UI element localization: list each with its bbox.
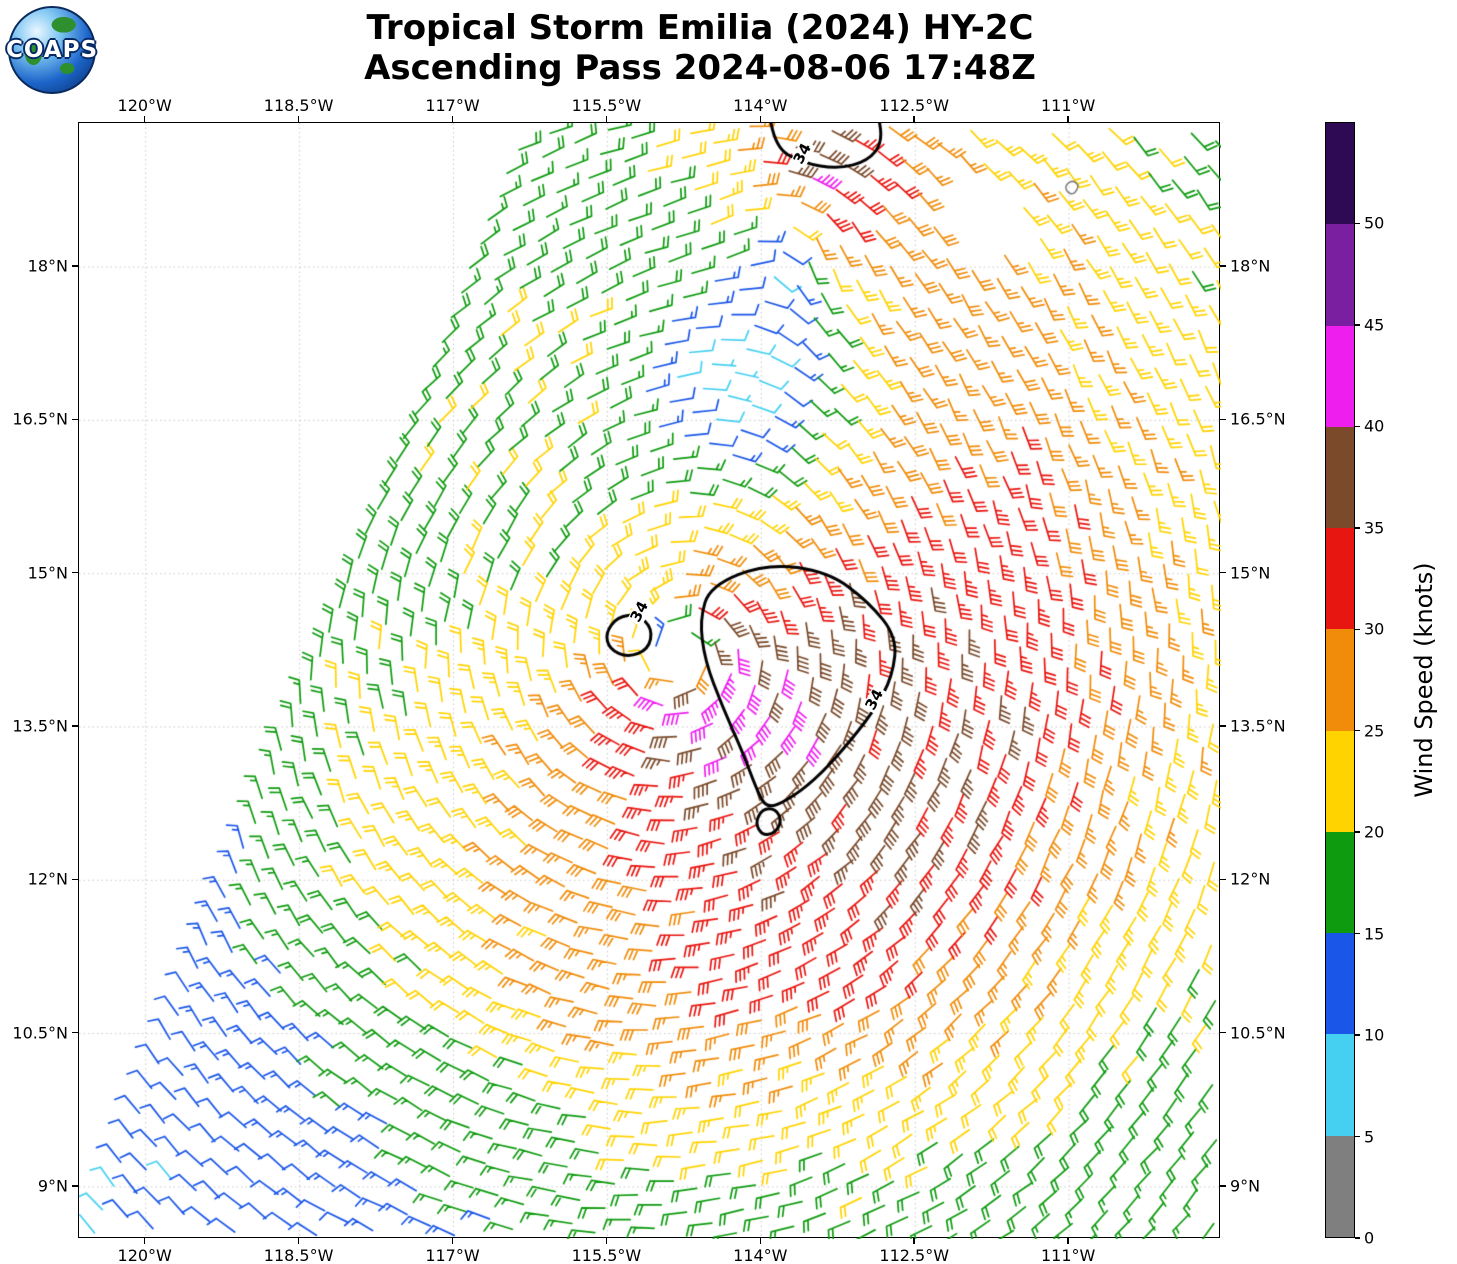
y-tick-label-right: 13.5°N — [1230, 716, 1286, 736]
colorbar-tick-mark — [1355, 1034, 1360, 1036]
y-tick-mark — [72, 265, 78, 267]
colorbar-tick-mark — [1355, 1237, 1360, 1239]
colorbar-tick-label: 35 — [1364, 518, 1385, 538]
colorbar-tick-mark — [1355, 222, 1360, 225]
y-tick-label-left: 18°N — [27, 256, 68, 276]
colorbar-segment — [1326, 730, 1354, 832]
y-tick-label-right: 15°N — [1230, 563, 1271, 583]
x-tick-mark — [297, 116, 300, 122]
y-tick-label-left: 13.5°N — [12, 716, 68, 736]
y-tick-label-left: 9°N — [37, 1176, 68, 1196]
colorbar-segment — [1326, 528, 1354, 630]
y-tick-mark — [1220, 265, 1226, 267]
y-tick-mark — [1220, 878, 1226, 881]
coaps-logo-text: COAPS — [5, 37, 99, 63]
title-line1: Tropical Storm Emilia (2024) HY-2C — [366, 8, 1034, 48]
y-tick-mark — [1220, 725, 1226, 727]
colorbar-segment — [1326, 831, 1354, 934]
colorbar-segment — [1326, 933, 1354, 1035]
figure-title: Tropical Storm Emilia (2024) HY-2C Ascen… — [0, 8, 1400, 88]
y-tick-label-left: 10.5°N — [12, 1023, 68, 1043]
colorbar-segment — [1326, 1135, 1354, 1237]
y-tick-label-left: 12°N — [27, 869, 68, 889]
x-tick-mark — [143, 116, 146, 122]
colorbar-segment — [1326, 123, 1354, 225]
x-tick-label-bottom: 115.5°W — [571, 1246, 642, 1264]
y-tick-mark — [1220, 1031, 1226, 1034]
x-tick-label-top: 120°W — [117, 96, 172, 115]
y-tick-mark — [1220, 1185, 1226, 1187]
colorbar-tick-label: 20 — [1364, 822, 1385, 842]
y-tick-label-right: 16.5°N — [1230, 409, 1286, 429]
colorbar-tick-label: 10 — [1364, 1025, 1385, 1045]
colorbar-tick-label: 50 — [1364, 213, 1385, 233]
x-tick-mark — [1067, 116, 1069, 122]
y-tick-mark — [72, 878, 78, 881]
x-tick-mark — [759, 116, 762, 122]
x-tick-mark — [143, 1238, 146, 1244]
y-tick-label-right: 10.5°N — [1230, 1023, 1286, 1043]
colorbar-tick-mark — [1355, 831, 1360, 833]
y-tick-mark — [1220, 571, 1226, 574]
colorbar-tick-label: 30 — [1364, 619, 1385, 639]
colorbar-tick-label: 40 — [1364, 416, 1385, 436]
y-tick-mark — [72, 725, 78, 727]
colorbar-tick-label: 15 — [1364, 924, 1385, 944]
colorbar-tick-label: 25 — [1364, 721, 1385, 741]
x-tick-label-top: 115.5°W — [571, 96, 642, 115]
x-tick-label-bottom: 114°W — [733, 1246, 788, 1264]
map-plot-area — [78, 122, 1221, 1239]
colorbar-tick-mark — [1355, 425, 1360, 428]
y-tick-mark — [72, 1031, 78, 1034]
colorbar-tick-mark — [1355, 324, 1360, 326]
colorbar-segment — [1326, 325, 1354, 427]
colorbar-segment — [1326, 224, 1354, 326]
x-tick-label-bottom: 111°W — [1040, 1246, 1096, 1264]
coaps-logo: COAPS — [5, 6, 99, 94]
colorbar-tick-label: 5 — [1364, 1127, 1375, 1147]
y-tick-mark — [72, 571, 78, 574]
x-tick-label-top: 114°W — [733, 96, 788, 115]
x-tick-label-bottom: 112.5°W — [879, 1246, 950, 1264]
y-tick-label-right: 9°N — [1230, 1176, 1261, 1196]
x-tick-label-bottom: 120°W — [117, 1246, 172, 1264]
colorbar-segment — [1326, 426, 1354, 529]
x-tick-mark — [1067, 1238, 1069, 1244]
x-tick-label-top: 112.5°W — [879, 96, 950, 115]
colorbar-segment — [1326, 1034, 1354, 1136]
x-tick-mark — [451, 116, 454, 122]
y-tick-label-left: 16.5°N — [12, 409, 68, 429]
x-tick-mark — [913, 116, 915, 122]
y-tick-mark — [72, 418, 78, 421]
colorbar-tick-mark — [1355, 527, 1360, 529]
colorbar-segment — [1326, 629, 1354, 731]
colorbar-tick-mark — [1355, 729, 1360, 732]
x-tick-label-top: 111°W — [1040, 96, 1096, 115]
x-tick-label-bottom: 117°W — [425, 1246, 480, 1264]
x-tick-label-bottom: 118.5°W — [263, 1246, 334, 1264]
y-tick-mark — [72, 1185, 78, 1187]
x-tick-mark — [759, 1238, 762, 1244]
x-tick-mark — [605, 1238, 608, 1244]
y-tick-label-right: 12°N — [1230, 869, 1271, 889]
colorbar-tick-mark — [1355, 628, 1360, 631]
x-tick-mark — [605, 116, 608, 122]
colorbar-axis-label: Wind Speed (knots) — [1410, 562, 1438, 798]
colorbar-tick-label: 45 — [1364, 315, 1385, 335]
x-tick-label-top: 117°W — [425, 96, 480, 115]
colorbar-tick-mark — [1355, 1135, 1360, 1138]
colorbar-tick-mark — [1355, 932, 1360, 935]
y-tick-mark — [1220, 418, 1226, 421]
x-tick-label-top: 118.5°W — [263, 96, 334, 115]
x-tick-mark — [451, 1238, 454, 1244]
y-tick-label-right: 18°N — [1230, 256, 1271, 276]
x-tick-mark — [913, 1238, 915, 1244]
title-line2: Ascending Pass 2024-08-06 17:48Z — [364, 48, 1036, 89]
colorbar — [1325, 122, 1355, 1238]
wind-barb-canvas — [79, 123, 1221, 1239]
x-tick-mark — [297, 1238, 300, 1244]
colorbar-tick-label: 0 — [1364, 1228, 1375, 1248]
y-tick-label-left: 15°N — [27, 563, 68, 583]
